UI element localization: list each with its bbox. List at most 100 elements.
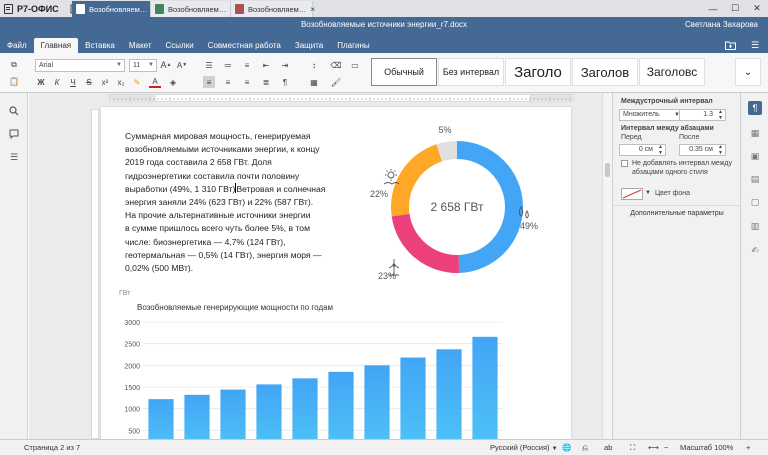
pie-slice[interactable] (457, 141, 523, 273)
fit-page-icon[interactable]: ⛶ (630, 443, 636, 452)
line-spacing-value-input[interactable]: 1.3 ▲ ▼ (679, 109, 726, 121)
style-heading-3[interactable]: Заголовс (639, 58, 705, 86)
navigation-icon[interactable]: ☰ (9, 151, 19, 162)
align-center-icon[interactable]: ≡ (225, 77, 231, 87)
style-heading-1[interactable]: Заголо (505, 58, 571, 86)
spellcheck-icon[interactable]: 🌐 (562, 443, 572, 452)
copy-style-icon[interactable]: 🖌 (330, 77, 342, 87)
line-spacing-icon[interactable]: ↕ (312, 60, 316, 70)
vertical-ruler[interactable] (91, 109, 99, 439)
bar[interactable] (148, 399, 174, 439)
chart-settings-icon[interactable]: ▥ (750, 220, 760, 231)
advanced-settings-link[interactable]: Дополнительные параметры (630, 210, 724, 217)
menu-insert[interactable]: Вставка (85, 41, 115, 50)
menu-file[interactable]: Файл (7, 41, 27, 50)
background-fill-icon[interactable]: ◈ (169, 77, 177, 87)
shading-icon[interactable]: ▦ (310, 77, 318, 87)
zoom-out-icon[interactable]: − (664, 443, 669, 452)
spinner-icon[interactable]: ▲ ▼ (718, 144, 723, 156)
body-paragraph[interactable]: Суммарная мировая мощность, генерируемая… (125, 130, 357, 275)
select-all-icon[interactable]: ▭ (351, 60, 359, 70)
bar[interactable] (364, 365, 390, 439)
paragraph-settings-icon[interactable]: ¶ (748, 101, 762, 115)
language-icon[interactable]: ab (604, 443, 613, 452)
menu-hamburger-icon[interactable]: ☰ (750, 39, 760, 50)
bullet-list-icon[interactable]: ☰ (205, 60, 213, 70)
superscript-icon[interactable]: x² (101, 77, 109, 87)
shape-settings-icon[interactable]: ▢ (750, 196, 760, 207)
menu-plugins[interactable]: Плагины (337, 41, 370, 50)
style-no-spacing[interactable]: Без интервал (438, 58, 504, 86)
signature-icon[interactable]: ✍ (751, 244, 759, 255)
background-color-picker[interactable] (621, 188, 643, 200)
bar-chart[interactable]: ГВт Возобновляемые генерирующие мощности … (111, 287, 541, 439)
align-right-icon[interactable]: ≡ (244, 77, 250, 87)
page-counter[interactable]: Страница 2 из 7 (24, 443, 81, 452)
bar[interactable] (436, 349, 462, 439)
fit-width-icon[interactable]: ⟷ (648, 443, 659, 452)
doc-tab-1[interactable]: Возобновляем… × (72, 1, 156, 17)
donut-chart[interactable]: 49% 23% 22% 5% 2 658 ГВт (359, 119, 559, 289)
search-icon[interactable] (8, 105, 20, 117)
menu-layout[interactable]: Макет (128, 41, 152, 50)
subscript-icon[interactable]: x₂ (117, 77, 125, 87)
horizontal-ruler[interactable] (109, 94, 574, 103)
comments-icon[interactable] (8, 128, 20, 140)
numbered-list-icon[interactable]: ≔ (224, 60, 232, 70)
italic-icon[interactable]: К (54, 77, 60, 87)
spinner-icon[interactable]: ▲ ▼ (658, 144, 663, 156)
close-icon[interactable]: × (310, 4, 315, 14)
style-normal[interactable]: Обычный (371, 58, 437, 86)
paragraph-marks-icon[interactable]: ¶ (282, 77, 288, 87)
maximize-button[interactable]: ☐ (730, 3, 740, 13)
decrease-font-icon[interactable]: A ▼ (176, 60, 188, 70)
user-name[interactable]: Светлана Захарова (685, 20, 758, 29)
font-size-select[interactable]: 11 ▼ (129, 59, 157, 72)
track-changes-icon[interactable]: ⎌ (582, 443, 588, 452)
zoom-level[interactable]: Масштаб 100% (680, 443, 734, 452)
menu-collaboration[interactable]: Совместная работа (207, 41, 281, 50)
paste-icon[interactable]: 📋 (9, 76, 19, 86)
font-name-select[interactable]: Arial ▼ (35, 59, 125, 72)
pie-slice[interactable] (391, 213, 460, 273)
line-spacing-type-select[interactable]: Множитель ▼ (619, 109, 683, 121)
menu-references[interactable]: Ссылки (165, 41, 194, 50)
spinner-icon[interactable]: ▲ ▼ (718, 109, 723, 121)
bar[interactable] (184, 394, 210, 439)
bar[interactable] (400, 357, 426, 439)
minimize-button[interactable]: — (708, 3, 718, 14)
open-location-icon[interactable] (723, 39, 737, 51)
vertical-scrollbar[interactable] (602, 93, 612, 439)
menu-protection[interactable]: Защита (294, 41, 324, 50)
document-workspace[interactable]: Суммарная мировая мощность, генерируемая… (29, 93, 612, 439)
styles-expand-button[interactable]: ⌄ (735, 58, 761, 86)
pie-slice[interactable] (436, 141, 457, 162)
multilevel-list-icon[interactable]: ≡ (244, 60, 250, 70)
doc-tab-3[interactable]: Возобновляем… × (231, 1, 315, 17)
no-spacing-checkbox[interactable] (621, 160, 628, 167)
copy-icon[interactable]: ⧉ (11, 60, 17, 69)
document-page[interactable]: Суммарная мировая мощность, генерируемая… (101, 107, 571, 439)
increase-indent-icon[interactable]: ⇥ (281, 60, 289, 70)
increase-font-icon[interactable]: A ▲ (160, 60, 172, 70)
menu-home[interactable]: Главная (33, 38, 79, 53)
clear-style-icon[interactable]: ⌫ (330, 60, 342, 70)
header-footer-icon[interactable]: ▤ (750, 173, 760, 184)
bar[interactable] (256, 384, 282, 439)
bar[interactable] (220, 389, 246, 439)
bold-icon[interactable]: Ж (37, 77, 45, 87)
font-color-icon[interactable]: A (149, 76, 161, 88)
language-select[interactable]: Русский (Россия) ▼ (490, 443, 558, 452)
decrease-indent-icon[interactable]: ⇤ (262, 60, 270, 70)
spacing-before-input[interactable]: 0 см ▲ ▼ (619, 144, 666, 156)
bar[interactable] (472, 336, 498, 439)
style-heading-2[interactable]: Заголов (572, 58, 638, 86)
close-window-button[interactable]: ✕ (753, 3, 761, 13)
highlight-icon[interactable]: ✎ (133, 77, 141, 87)
align-left-icon[interactable]: ≡ (203, 76, 215, 88)
align-justify-icon[interactable]: ≣ (262, 77, 270, 87)
zoom-in-icon[interactable]: + (746, 443, 751, 452)
chevron-down-icon[interactable]: ▼ (645, 190, 651, 196)
table-settings-icon[interactable]: ▦ (750, 127, 760, 138)
strikethrough-icon[interactable]: S (86, 77, 92, 87)
